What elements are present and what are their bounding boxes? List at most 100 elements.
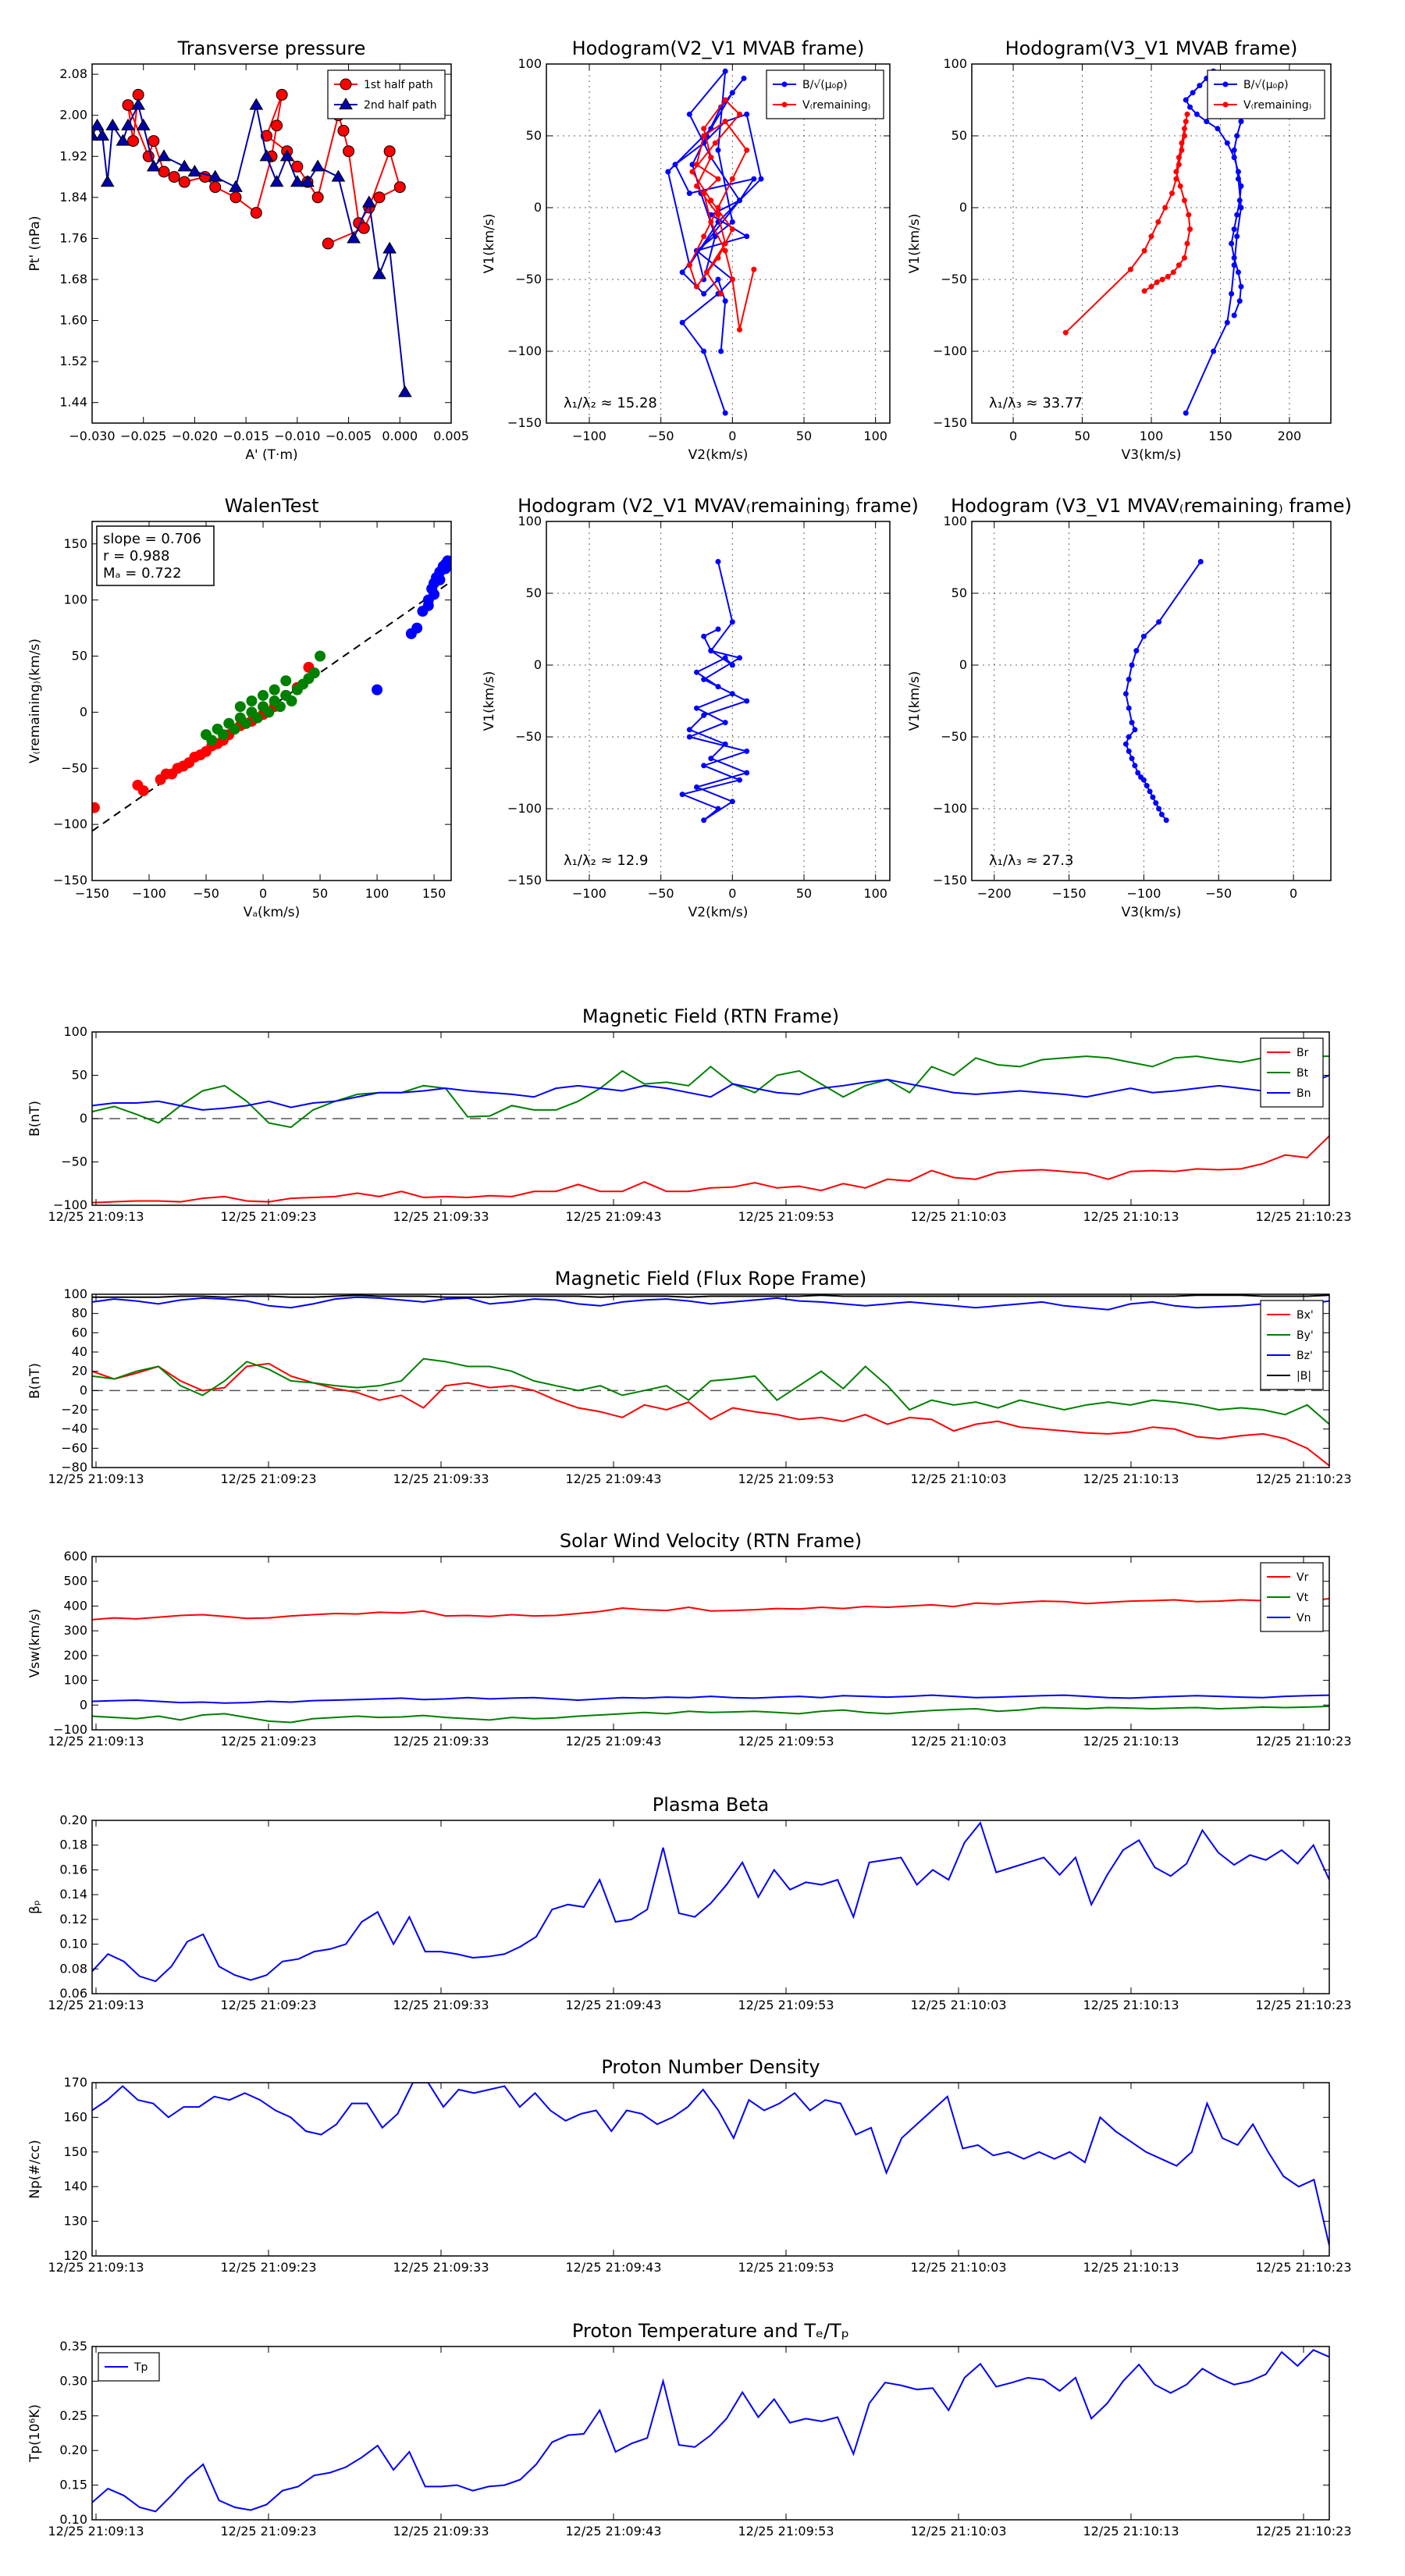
series-line-|B| [92,1294,1329,1298]
data-point [1224,319,1230,326]
x-tick-label: 12/25 21:10:13 [1083,1209,1179,1224]
series-line-beta [92,1821,1329,1983]
x-tick-label: 0 [728,886,736,901]
x-tick-label: 12/25 21:09:33 [393,1734,489,1749]
legend-label: V₍remaining₎ [802,99,870,112]
legend-label: Vn [1297,1612,1311,1624]
annotation-text: λ₁/λ₂ ≈ 15.28 [564,395,657,411]
legend: 1st half path 2nd half path [327,69,446,119]
data-point [249,98,264,110]
data-point [715,559,721,565]
legend-label: V₍remaining₎ [1243,99,1311,112]
y-tick-label: −150 [933,873,967,888]
data-point [722,97,728,103]
data-point [1132,763,1138,769]
y-axis-label: V₍remaining₎(km/s) [27,639,43,763]
legend-label: B/√(μ₀ρ) [802,79,848,91]
data-point [737,326,742,333]
annotation-text: λ₁/λ₃ ≈ 27.3 [989,852,1073,869]
data-point [1193,111,1200,117]
data-layer [92,2083,1329,2246]
series-Bt [92,1055,1329,1129]
data-point [1147,788,1153,795]
data-point [722,655,728,661]
data-point [290,175,304,187]
axes-frame [91,63,452,424]
data-point [744,748,750,754]
data-point [208,169,222,182]
legend-marker [781,101,788,108]
data-point [1127,266,1133,272]
data-point [722,410,728,416]
y-tick-label: 0 [80,1382,87,1397]
x-axis-label: V3(km/s) [1122,447,1182,463]
legend-label: Bt [1297,1067,1309,1080]
data-layer [92,2349,1329,2513]
y-tick-label: 50 [72,649,87,664]
data-point [1231,312,1237,318]
data-point [372,267,386,279]
data-layer [92,88,412,397]
annotation-text: λ₁/λ₃ ≈ 33.77 [989,395,1083,411]
data-point [240,717,252,729]
data-point [672,162,678,168]
x-tick-label: 12/25 21:10:03 [910,2260,1006,2275]
data-point [715,147,721,153]
x-tick-label: −50 [193,886,219,901]
y-tick-label: 50 [526,585,542,600]
y-tick-label: 1.44 [59,395,87,410]
data-point [92,802,100,813]
y-tick-label: −100 [933,343,967,358]
y-tick-label: 1.60 [59,313,87,328]
ticks: −100 −50 0 50 100 −150 −100 −50 0 50 100 [507,56,890,443]
y-tick-label: 150 [63,536,87,551]
data-point [729,662,735,668]
data-point [737,655,742,661]
chart-title: Proton Number Density [601,2056,820,2078]
legend-label: |B| [1297,1370,1311,1382]
data-point [708,219,714,225]
y-tick-label: 400 [63,1598,87,1613]
series-Bn [92,1074,1329,1111]
x-axis-label: V2(km/s) [688,905,749,920]
data-point [137,785,149,796]
x-tick-label: 12/25 21:09:43 [565,1209,661,1224]
x-tick-label: 12/25 21:09:43 [565,1998,661,2012]
x-tick-label: 0 [1009,429,1017,443]
y-axis-label: Np(#/cc) [27,2140,43,2198]
legend-label: B/√(μ₀ρ) [1243,79,1289,91]
data-point [1181,254,1187,261]
gridlines [546,521,890,881]
data-point [1211,348,1217,354]
y-tick-label: 300 [63,1623,87,1638]
x-tick-label: 12/25 21:09:13 [48,1998,144,2012]
data-point [279,149,294,162]
y-tick-label: 0.06 [59,1986,87,2001]
y-axis-label: V1(km/s) [482,671,497,731]
chart-title: Hodogram (V3_V1 MVAV₍remaining₎ frame) [951,495,1352,517]
x-tick-label: 12/25 21:10:23 [1255,2524,1351,2539]
x-tick-label: 12/25 21:09:23 [220,2524,316,2539]
data-point [1169,190,1176,197]
data-point [331,169,346,182]
x-tick-label: 50 [312,886,328,901]
series-line-Vt [92,1705,1329,1724]
x-tick-label: 12/25 21:10:23 [1255,2260,1351,2275]
stats-frame [96,525,215,586]
y-tick-label: 40 [72,1344,87,1359]
y-tick-label: 0.15 [59,2478,87,2492]
data-point [686,727,692,733]
data-point [744,147,750,153]
data-point [744,233,750,240]
chart-title: Proton Temperature and Tₑ/Tₚ [572,2320,849,2342]
data-point [1163,817,1169,824]
ticks: 12/25 21:09:13 12/25 21:09:23 12/25 21:09:… [48,1813,1351,2012]
y-tick-label: 0.30 [59,2373,87,2388]
y-tick-label: −60 [61,1440,87,1455]
x-axis-label: A' (T·m) [245,447,297,463]
data-point [1176,155,1182,161]
y-tick-label: 100 [518,56,542,71]
data-point [729,619,735,625]
y-axis-label: Vsw(km/s) [27,1609,43,1678]
data-point [708,155,714,161]
